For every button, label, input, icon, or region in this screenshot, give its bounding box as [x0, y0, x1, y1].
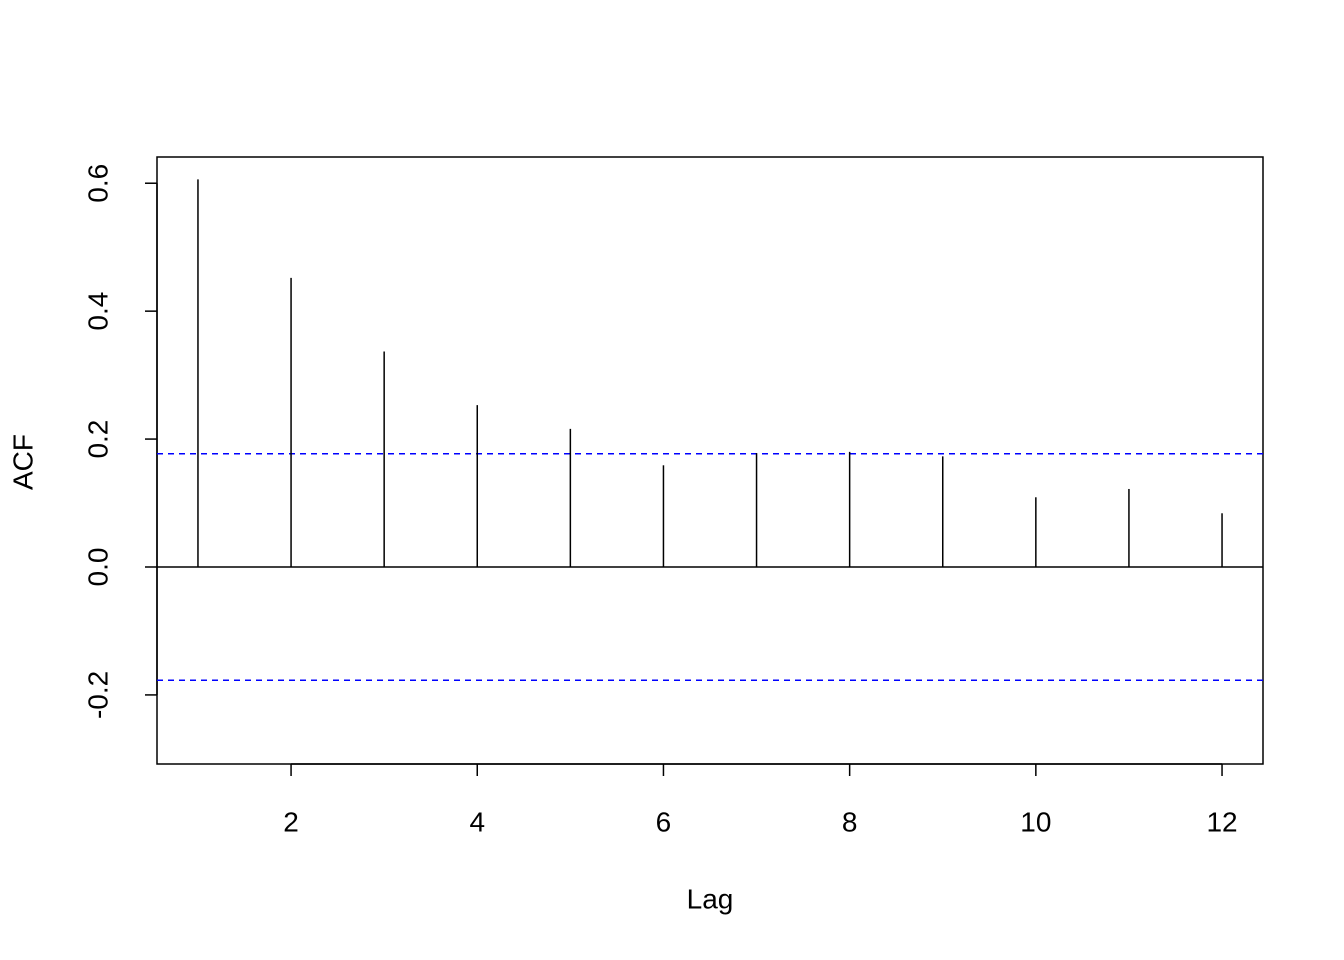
- y-tick-label: -0.2: [82, 671, 113, 719]
- x-tick-label: 2: [283, 806, 299, 837]
- x-tick-label: 10: [1020, 806, 1051, 837]
- y-tick-label: 0.0: [82, 548, 113, 587]
- plot-box: [156, 156, 1264, 765]
- x-tick-label: 6: [656, 806, 672, 837]
- y-tick-label: 0.2: [82, 420, 113, 459]
- x-tick-label: 4: [469, 806, 485, 837]
- y-axis-label: ACF: [7, 434, 38, 490]
- y-tick-label: 0.6: [82, 164, 113, 203]
- x-axis-label: Lag: [687, 883, 734, 914]
- x-tick-label: 8: [842, 806, 858, 837]
- x-tick-label: 12: [1206, 806, 1237, 837]
- y-tick-label: 0.4: [82, 292, 113, 331]
